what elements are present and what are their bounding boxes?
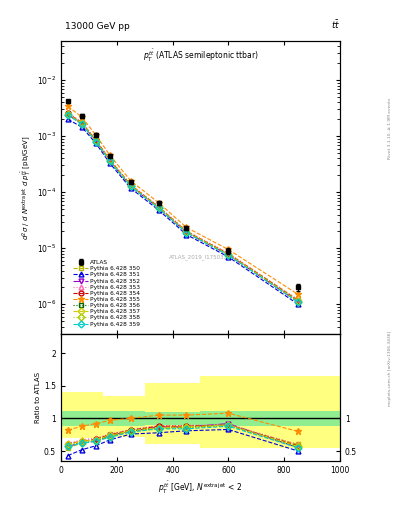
Text: $p_T^{t\bar{t}}$ (ATLAS semileptonic ttbar): $p_T^{t\bar{t}}$ (ATLAS semileptonic ttb… <box>143 48 258 65</box>
X-axis label: $p_T^{t\bar{t}}$ [GeV], $N^{\mathrm{extra\,jet}}$ < 2: $p_T^{t\bar{t}}$ [GeV], $N^{\mathrm{extr… <box>158 480 242 496</box>
Y-axis label: Ratio to ATLAS: Ratio to ATLAS <box>35 372 41 423</box>
Text: mcplots.cern.ch [arXiv:1306.3436]: mcplots.cern.ch [arXiv:1306.3436] <box>388 331 392 406</box>
Text: Rivet 3.1.10, ≥ 1.9M events: Rivet 3.1.10, ≥ 1.9M events <box>388 97 392 159</box>
Y-axis label: $d^2\sigma$ / $d$ $N^{\mathrm{extra\,jet}}$ $d$ $p_T^{t\bar{t}}$ [pb/GeV]: $d^2\sigma$ / $d$ $N^{\mathrm{extra\,jet… <box>20 135 34 240</box>
Text: $t\bar{t}$: $t\bar{t}$ <box>331 18 340 31</box>
Legend: ATLAS, Pythia 6.428 350, Pythia 6.428 351, Pythia 6.428 352, Pythia 6.428 353, P: ATLAS, Pythia 6.428 350, Pythia 6.428 35… <box>72 259 141 328</box>
Text: ATLAS_2019_I1750330: ATLAS_2019_I1750330 <box>169 254 232 260</box>
Text: 13000 GeV pp: 13000 GeV pp <box>65 22 130 31</box>
